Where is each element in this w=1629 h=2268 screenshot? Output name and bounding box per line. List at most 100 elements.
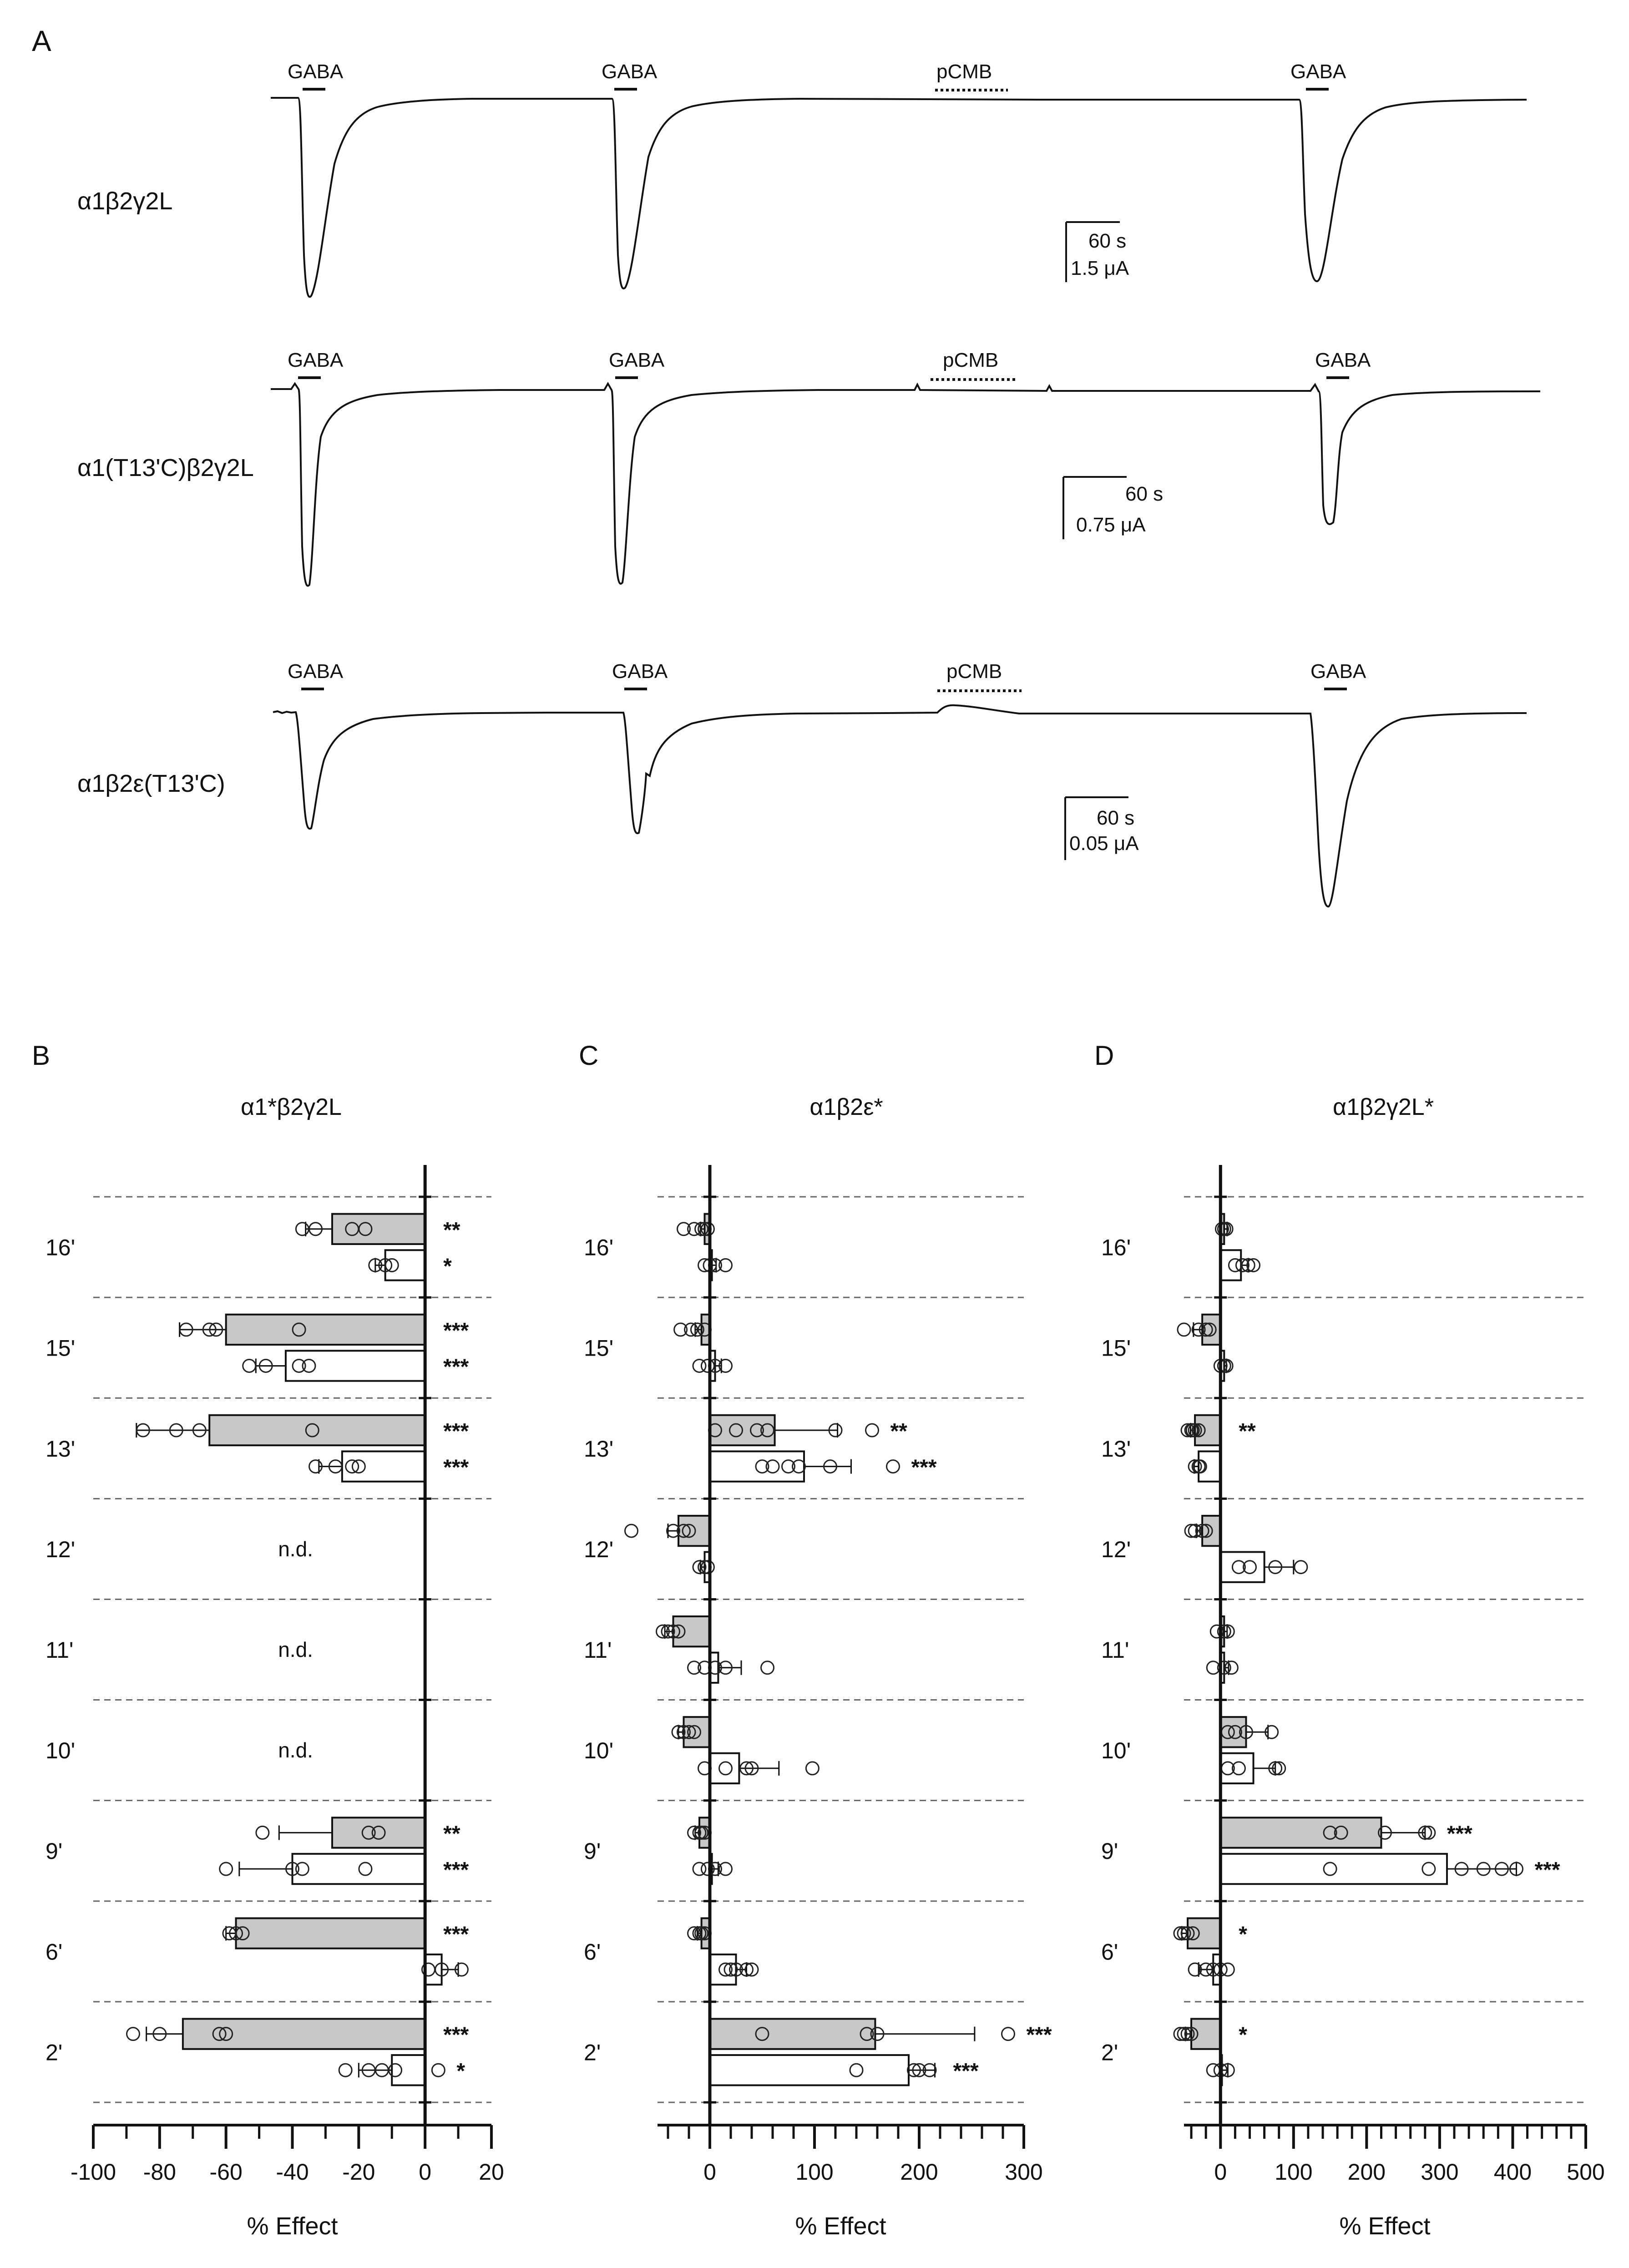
trace-3-scale-time: 60 s xyxy=(1097,807,1134,829)
data-point xyxy=(781,1459,795,1474)
data-point xyxy=(687,1725,701,1739)
data-point xyxy=(295,1862,309,1876)
data-point xyxy=(1265,1725,1279,1739)
data-point xyxy=(1195,1524,1209,1538)
significance-marker: *** xyxy=(443,1456,469,1480)
data-point xyxy=(309,1222,323,1236)
data-point xyxy=(687,1660,701,1675)
panel-title: α1β2γ2L* xyxy=(1333,1094,1434,1120)
x-tick-label: -40 xyxy=(276,2159,309,2185)
data-point xyxy=(666,1524,680,1538)
data-point xyxy=(1180,1423,1195,1438)
data-point xyxy=(1177,1322,1191,1337)
trace-2: α1(T13'C)β2γ2L GABA GABA pCMB GABA 60 s … xyxy=(77,349,1541,587)
data-point xyxy=(1177,1926,1191,1941)
bar-gray xyxy=(208,1414,426,1447)
data-point xyxy=(666,1624,680,1639)
panel-d-chart: Dα1β2γ2L*16'15'13'**12'11'10'9'******6'*… xyxy=(1094,1040,1605,2240)
trace-1-scale-current: 1.5 μA xyxy=(1071,257,1129,279)
category-label: 11' xyxy=(1101,1637,1129,1663)
data-point xyxy=(692,1862,707,1876)
data-point xyxy=(1180,2027,1195,2041)
data-point xyxy=(255,1825,270,1840)
x-tick-label: 0 xyxy=(1214,2159,1227,2185)
data-point xyxy=(351,1459,366,1474)
data-point xyxy=(305,1423,319,1438)
x-tick-label: 300 xyxy=(1421,2159,1458,2185)
data-point xyxy=(1199,1962,1213,1977)
x-tick-label: 20 xyxy=(479,2159,504,2185)
data-point xyxy=(361,1825,376,1840)
category-label: 10' xyxy=(584,1738,613,1763)
significance-marker: *** xyxy=(443,1419,469,1443)
bar-gray xyxy=(672,1615,711,1648)
data-point xyxy=(229,1926,243,1941)
significance-marker: *** xyxy=(443,1923,469,1947)
data-point xyxy=(1272,1761,1286,1776)
data-point xyxy=(1418,1825,1432,1840)
data-point xyxy=(886,1459,900,1474)
significance-marker: ** xyxy=(1239,1419,1256,1443)
data-point xyxy=(671,1725,686,1739)
data-point xyxy=(192,1423,207,1438)
data-point xyxy=(126,2027,140,2041)
data-point xyxy=(328,1459,343,1474)
bar-gray xyxy=(1219,1817,1382,1849)
data-point xyxy=(922,2063,937,2077)
data-point xyxy=(292,1358,306,1373)
trace-1-construct-label: α1β2γ2L xyxy=(77,187,172,215)
data-point xyxy=(242,1358,257,1373)
data-point xyxy=(760,1423,774,1438)
data-point xyxy=(624,1524,638,1538)
data-point xyxy=(1235,1258,1250,1272)
data-point xyxy=(1509,1862,1523,1876)
bar-white xyxy=(391,2054,426,2086)
data-point xyxy=(739,1962,754,1977)
data-point xyxy=(1191,1322,1206,1337)
data-point xyxy=(907,2063,921,2077)
x-tick-label: 100 xyxy=(795,2159,833,2185)
bar-white xyxy=(1219,1853,1448,1885)
data-point xyxy=(1188,1423,1202,1438)
category-label: 10' xyxy=(46,1738,75,1763)
data-point xyxy=(718,1761,733,1776)
data-point xyxy=(744,1761,759,1776)
data-point xyxy=(723,1962,738,1977)
data-point xyxy=(302,1358,316,1373)
panel-title: α1*β2γ2L xyxy=(241,1094,342,1120)
data-point xyxy=(209,1322,223,1337)
data-point xyxy=(235,1926,250,1941)
data-point xyxy=(371,1825,386,1840)
significance-marker: * xyxy=(443,1254,452,1278)
bar-gray xyxy=(1201,1514,1222,1547)
significance-marker: ** xyxy=(443,1822,460,1846)
data-point xyxy=(677,1524,691,1538)
significance-marker: *** xyxy=(1027,2023,1052,2047)
data-point xyxy=(1202,1322,1217,1337)
data-point xyxy=(1294,1560,1308,1574)
data-point xyxy=(1184,1524,1199,1538)
data-point xyxy=(1454,1862,1469,1876)
data-point xyxy=(1422,1825,1436,1840)
data-point xyxy=(718,1358,733,1373)
category-label: 10' xyxy=(1101,1738,1131,1763)
data-point xyxy=(384,1258,399,1272)
significance-marker: * xyxy=(456,2059,465,2083)
significance-marker: *** xyxy=(443,1319,469,1343)
data-point xyxy=(765,1459,780,1474)
data-point xyxy=(292,1322,306,1337)
data-point xyxy=(435,1962,449,1977)
category-label: 2' xyxy=(46,2040,62,2065)
data-point xyxy=(136,1423,150,1438)
data-point xyxy=(1231,1761,1246,1776)
data-point xyxy=(1268,1761,1283,1776)
data-point xyxy=(687,1926,701,1941)
bar-gray xyxy=(1187,1917,1222,1949)
data-point xyxy=(338,2063,353,2077)
panel-a-label: A xyxy=(32,25,51,57)
data-point xyxy=(673,1322,688,1337)
bar-gray xyxy=(1190,2018,1222,2050)
data-point xyxy=(690,1322,704,1337)
category-label: 11' xyxy=(46,1637,73,1663)
x-axis-title: % Effect xyxy=(247,2212,338,2240)
